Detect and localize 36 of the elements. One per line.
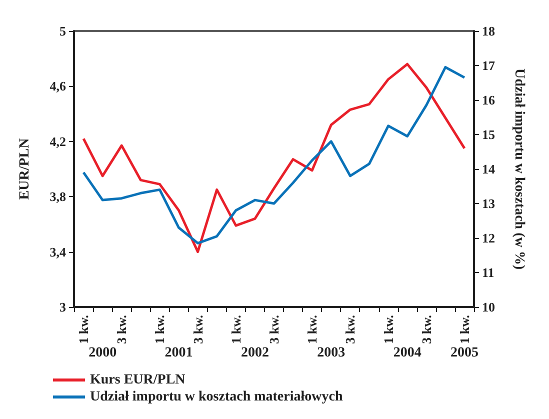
y-tick-label: 3,4 — [50, 244, 66, 260]
y-tick-label: 3 — [60, 300, 66, 314]
y-tick-label: 3,8 — [50, 189, 66, 204]
legend-label: Udział importu w kosztach materiałowych — [90, 390, 343, 404]
x-tick-label: 3 kw. — [114, 315, 130, 344]
y2-tick-label: 17 — [482, 58, 496, 73]
y2-tick-label: 13 — [482, 196, 496, 211]
y2-tick-label: 18 — [482, 24, 496, 38]
y2-tick-label: 12 — [482, 230, 495, 246]
x-tick-label: 3 kw. — [190, 315, 206, 344]
x-tick-label: 3 kw. — [342, 315, 358, 344]
y2-tick-label: 10 — [482, 300, 495, 314]
x-tick-label: 1 kw. — [380, 315, 396, 344]
text: 2005 — [450, 346, 478, 360]
y-tick-label: 4,6 — [50, 78, 66, 94]
y2-tick-label: 15 — [482, 127, 496, 142]
legend-label: Kurs EUR/PLN — [90, 372, 186, 388]
text: 2003 — [317, 346, 346, 360]
text: 2000 — [88, 346, 117, 360]
x-tick-label: 1 kw. — [304, 315, 320, 344]
y-tick-label: 5 — [60, 24, 66, 38]
x-tick-label: 3 kw. — [266, 315, 282, 344]
text: 2004 — [393, 346, 422, 360]
y2-tick-label: 16 — [482, 92, 496, 108]
x-tick-label: 1 kw. — [76, 315, 92, 344]
y2-axis-title: Udział importu w kosztach (w %) — [512, 68, 526, 270]
x-tick-label: 1 kw. — [228, 315, 244, 344]
x-tick-label: 1 kw. — [456, 315, 472, 344]
x-tick-label: 1 kw. — [152, 315, 168, 344]
text: 2001 — [164, 346, 193, 360]
y-tick-label: 4,2 — [50, 134, 66, 149]
y2-tick-label: 11 — [482, 265, 494, 280]
x-tick-label: 3 kw. — [418, 315, 434, 344]
text: 2002 — [240, 346, 269, 360]
y2-tick-label: 14 — [482, 162, 496, 176]
y-axis-title: EUR/PLN — [18, 138, 32, 200]
